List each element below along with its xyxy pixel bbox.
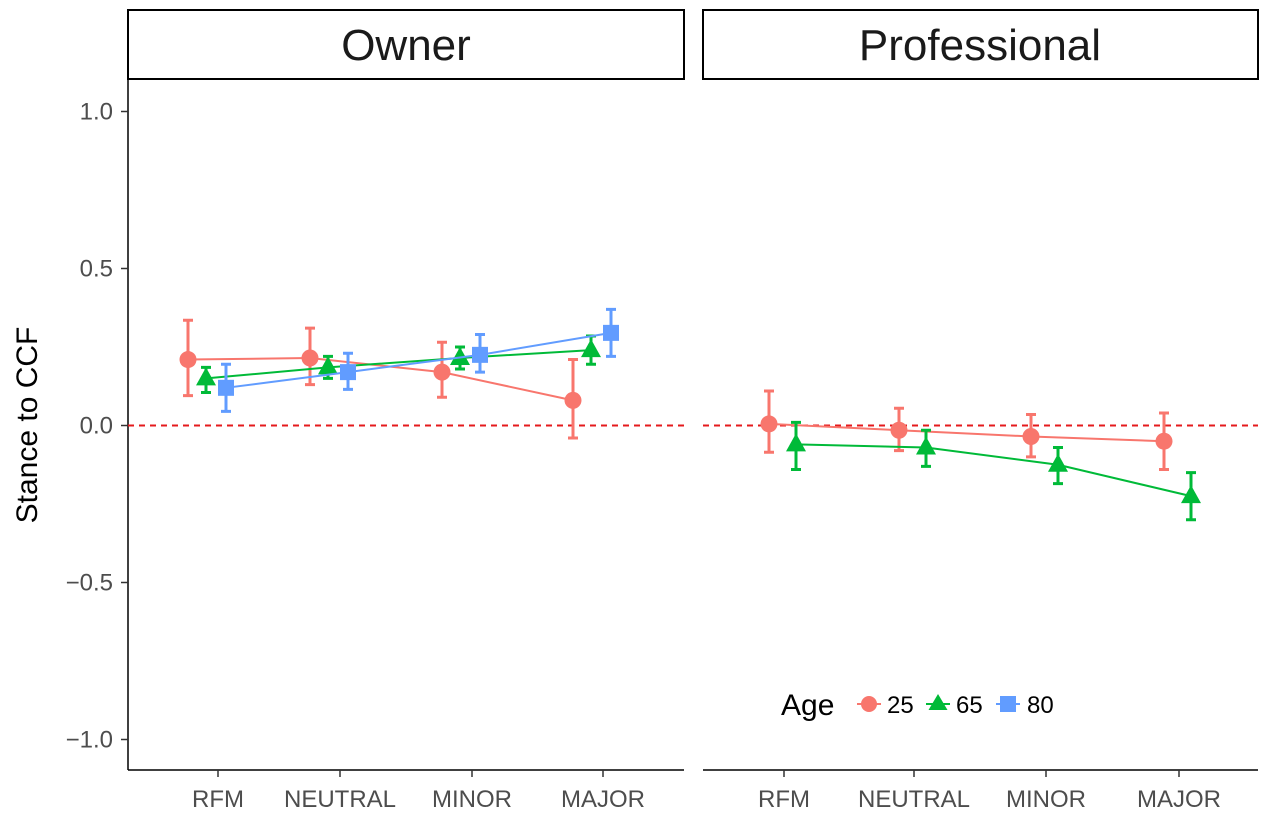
data-point-circle <box>1155 432 1173 450</box>
y-tick-label: −0.5 <box>66 570 113 597</box>
data-point-triangle <box>1048 453 1068 472</box>
x-tick-label: NEUTRAL <box>284 786 396 813</box>
y-tick-label: 0.0 <box>80 413 113 440</box>
x-tick-label: RFM <box>192 786 244 813</box>
data-point-square <box>340 364 356 381</box>
x-tick-label: NEUTRAL <box>858 786 970 813</box>
series-line-age-65 <box>205 349 592 380</box>
data-point-square <box>472 346 488 363</box>
data-point-circle <box>433 363 451 381</box>
y-tick-label: −1.0 <box>66 727 113 754</box>
series-line-age-65 <box>795 443 1192 498</box>
legend-label-80: 80 <box>1027 692 1054 719</box>
series-line-age-25 <box>187 356 574 402</box>
strip-label-professional: Professional <box>859 21 1101 70</box>
data-point-square <box>603 324 619 341</box>
x-tick-label: MAJOR <box>1137 786 1221 813</box>
legend-label-25: 25 <box>887 692 914 719</box>
legend-label-65: 65 <box>956 692 983 719</box>
data-point-triangle <box>318 356 338 375</box>
y-axis-title: Stance to CCF <box>11 327 44 524</box>
data-point-triangle <box>450 346 470 365</box>
data-point-circle <box>890 421 908 439</box>
legend-item-25: 25 <box>857 692 914 719</box>
y-tick-label: 0.5 <box>80 256 113 283</box>
strip-label-owner: Owner <box>341 21 471 70</box>
data-point-circle <box>1022 427 1040 445</box>
strip-owner: Owner <box>127 9 685 80</box>
data-point-triangle <box>786 433 806 452</box>
legend-item-65: 65 <box>926 692 983 719</box>
data-point-circle <box>760 415 778 433</box>
data-point-triangle <box>581 339 601 358</box>
x-tick-label: MINOR <box>1006 786 1086 813</box>
y-tick-label: 1.0 <box>80 99 113 126</box>
data-point-triangle <box>1181 485 1201 504</box>
data-point-circle <box>564 391 582 409</box>
legend-title: Age <box>781 689 834 722</box>
data-point-circle <box>179 351 197 369</box>
legend-key-square-icon <box>1000 696 1016 712</box>
data-point-square <box>218 379 234 396</box>
data-point-circle <box>301 349 319 367</box>
legend-item-80: 80 <box>996 692 1054 719</box>
x-tick-label: MAJOR <box>561 786 645 813</box>
legend-key-triangle-icon <box>928 694 948 710</box>
series-line-age-25 <box>768 422 1165 443</box>
legend: Age 25 65 80 <box>781 689 1054 722</box>
series-line-age-80 <box>225 331 612 389</box>
legend-key-circle-icon <box>861 696 877 712</box>
x-tick-label: RFM <box>758 786 810 813</box>
data-point-triangle <box>916 436 936 455</box>
strip-professional: Professional <box>702 9 1259 80</box>
x-tick-label: MINOR <box>432 786 512 813</box>
data-point-triangle <box>196 367 216 386</box>
